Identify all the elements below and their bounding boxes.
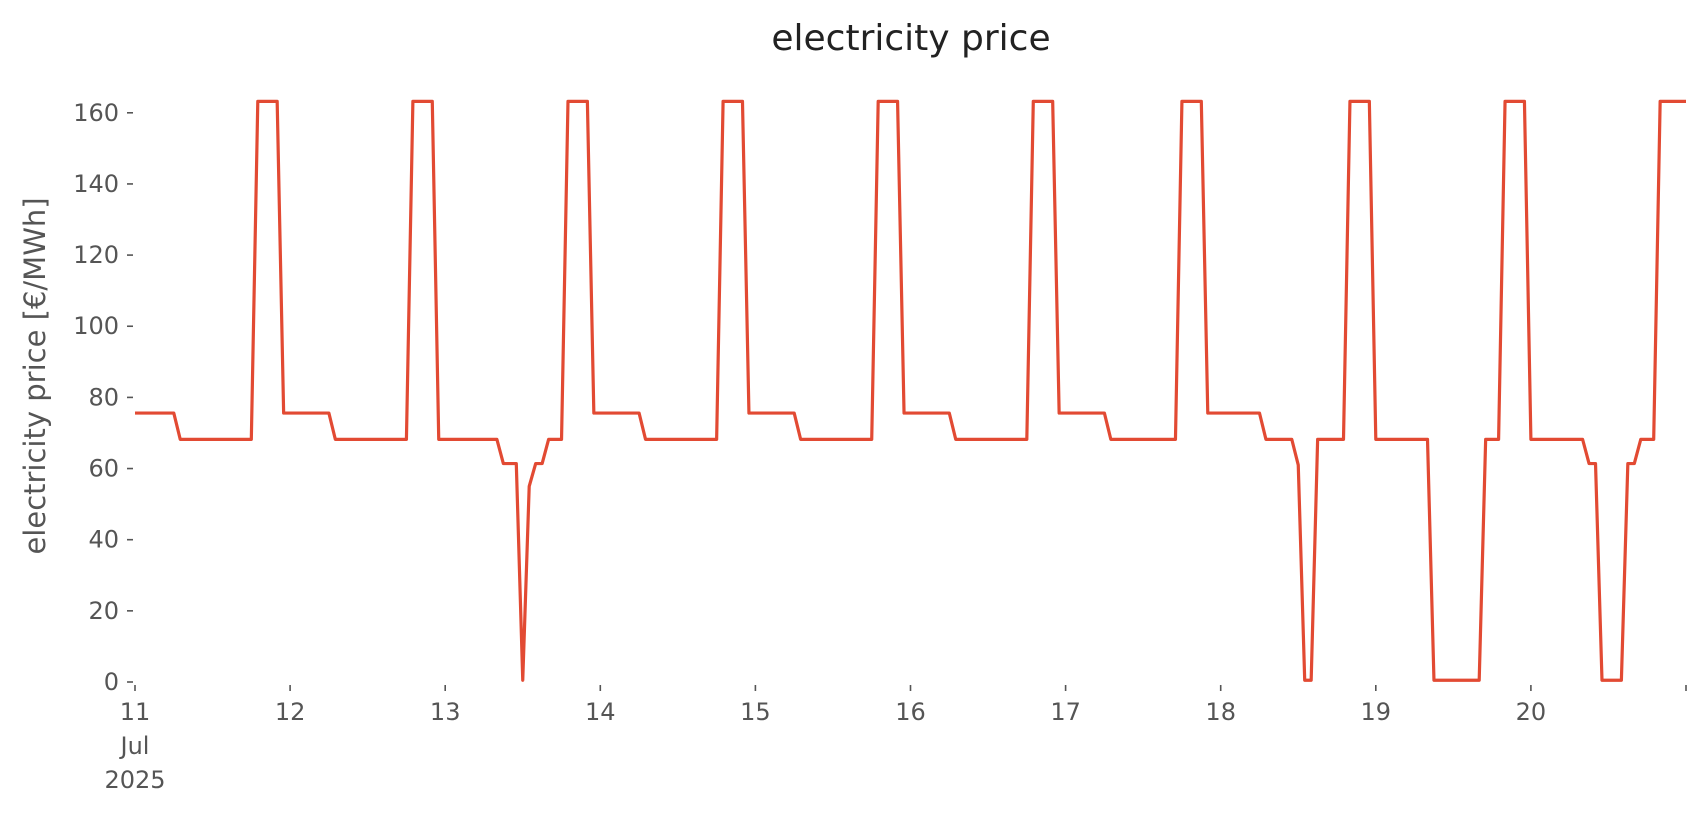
y-tick-label: 20 <box>88 597 119 625</box>
y-tick-label: 120 <box>73 241 119 269</box>
x-tick-label: 11 <box>120 698 151 726</box>
y-axis-label: electricity price [€/MWh] <box>18 197 52 554</box>
series-layer <box>135 99 1686 682</box>
y-tick-label: 160 <box>73 99 119 127</box>
x-tick-label: Jul <box>119 732 150 760</box>
x-tick-label: 17 <box>1050 698 1081 726</box>
x-tick-label: 20 <box>1516 698 1547 726</box>
x-tick-label: 16 <box>895 698 926 726</box>
x-tick-label: 2025 <box>104 766 165 794</box>
x-tick-label: 12 <box>275 698 306 726</box>
y-tick-label: 60 <box>88 455 119 483</box>
x-tick-label: 19 <box>1361 698 1392 726</box>
x-tick-label: 14 <box>585 698 616 726</box>
x-tick-label: 15 <box>740 698 771 726</box>
y-tick-label: 100 <box>73 312 119 340</box>
x-tick-label: 18 <box>1205 698 1236 726</box>
chart-title: electricity price <box>771 18 1050 59</box>
y-tick-label: 40 <box>88 526 119 554</box>
y-tick-label: 80 <box>88 383 119 411</box>
x-axis: 11 Jul 2025 12 13 14 15 16 17 18 19 20 <box>104 685 1687 794</box>
x-tick-label: 13 <box>430 698 461 726</box>
y-tick-label: 0 <box>104 668 119 696</box>
y-axis: 0 20 40 60 80 100 120 140 160 <box>73 99 133 696</box>
price-series-line <box>135 99 1686 682</box>
y-tick-label: 140 <box>73 170 119 198</box>
